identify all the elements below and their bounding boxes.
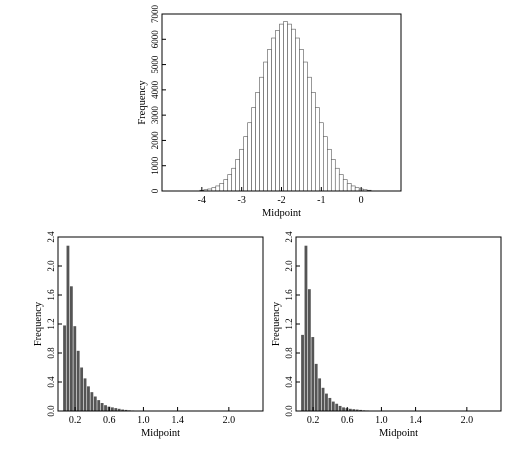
chart-bottom-left-bar	[76, 350, 80, 411]
chart-bottom-right-bar	[307, 289, 311, 411]
chart-top-bars	[199, 21, 372, 192]
chart-bottom-right-bar	[321, 387, 325, 411]
chart-bottom-left-xticks: 0.2 0.6 1.0 1.4 2.0	[69, 407, 235, 426]
chart-bottom-right-bar	[359, 409, 363, 411]
chart-bottom-left-bar	[114, 408, 118, 411]
chart-top-yticks: 0 1000 2000 3000 4000 5000 6000 7000	[150, 5, 166, 193]
chart-top-ytick-label: 0	[150, 188, 160, 193]
chart-bottom-right-bar	[318, 378, 322, 412]
chart-top-xtick-label: -3	[237, 195, 245, 206]
chart-bottom-left-bar	[73, 326, 77, 411]
chart-bottom-right-xtick-label: 0.2	[307, 415, 320, 426]
chart-top-ytick-label: 1000	[150, 156, 160, 175]
chart-bottom-left-ylabel: Frequency	[33, 301, 44, 346]
chart-bottom-left-bars	[63, 245, 145, 412]
chart-bottom-left-ytick-label: 0.0	[46, 405, 56, 417]
chart-bottom-right-ytick-label: 1.2	[284, 318, 294, 329]
chart-bottom-left-bar	[87, 386, 90, 411]
chart-bottom-left-bar	[80, 367, 84, 411]
chart-top-xtick-label: -2	[277, 195, 285, 206]
chart-bottom-left-ytick-label: 0.8	[46, 347, 56, 359]
chart-bottom-left-ytick-label: 1.6	[46, 289, 56, 301]
chart-bottom-left-bar	[121, 409, 125, 411]
chart-bottom-left-xtick-label: 2.0	[223, 415, 236, 426]
chart-bottom-right-bar	[342, 407, 345, 412]
chart-bottom-left-bar	[66, 245, 70, 411]
chart-bottom-right-bar	[348, 408, 352, 411]
chart-bottom-right-bar	[311, 337, 315, 411]
chart-bottom-left-bar	[69, 286, 73, 411]
chart-top-ylabel: Frequency	[137, 80, 148, 125]
chart-bottom-left-bar	[124, 409, 128, 411]
chart-top-xticks: -4 -3 -2 -1 0	[198, 187, 364, 206]
chart-bottom-left-bar	[117, 408, 121, 411]
chart-bottom-right-xtick-label: 1.4	[409, 415, 422, 426]
chart-bottom-left-bar	[110, 407, 114, 412]
chart-top-xtick-label: 0	[359, 195, 364, 206]
chart-top-ytick-label: 2000	[150, 131, 160, 150]
chart-top-ytick-label: 4000	[150, 80, 160, 99]
chart-bottom-left-bar	[90, 392, 94, 411]
chart-bottom-right-yticks: 0.0 0.4 0.8 1.2 1.6 2.0 2.4	[284, 231, 300, 417]
chart-bottom-left-bar	[93, 396, 97, 411]
chart-top-ytick-label: 7000	[150, 5, 160, 24]
chart-bottom-right-xtick-label: 1.0	[375, 415, 388, 426]
chart-bottom-left-bar	[100, 403, 104, 411]
chart-bottom-right-bar	[355, 409, 359, 411]
chart-bottom-left-xtick-label: 1.4	[171, 415, 184, 426]
chart-bottom-right-xtick-label: 0.6	[341, 415, 354, 426]
chart-bottom-right-bar	[338, 405, 342, 411]
chart-top-xtick-label: -4	[198, 195, 206, 206]
chart-top-xlabel: Midpoint	[262, 208, 301, 219]
chart-bottom-right-bar	[328, 397, 332, 411]
chart-bottom-left-xtick-label: 0.6	[103, 415, 116, 426]
chart-bottom-right-ytick-label: 2.4	[284, 231, 294, 243]
chart-bottom-left-bar	[63, 325, 66, 411]
chart-bottom-right-bar	[314, 363, 318, 412]
chart-bottom-left-ytick-label: 1.2	[46, 318, 56, 329]
chart-bottom-right-bar	[331, 401, 335, 411]
chart-bottom-right-xtick-label: 2.0	[461, 415, 474, 426]
chart-bottom-right-ytick-label: 0.4	[284, 376, 294, 388]
chart-bottom-right-ytick-label: 2.0	[284, 260, 294, 272]
chart-bottom-right-ytick-label: 1.6	[284, 289, 294, 301]
chart-bottom-left-bar	[104, 405, 107, 411]
chart-bottom-right-bar	[304, 245, 308, 411]
chart-bottom-left-yticks: 0.0 0.4 0.8 1.2 1.6 2.0 2.4	[46, 231, 62, 417]
chart-bottom-right-ytick-label: 0.0	[284, 405, 294, 417]
chart-bottom-left-xtick-label: 1.0	[137, 415, 150, 426]
chart-bottom-left-bar	[83, 378, 87, 412]
chart-bottom-right-xlabel: Midpoint	[379, 428, 418, 439]
chart-bottom-right-xticks: 0.2 0.6 1.0 1.4 2.0	[307, 407, 473, 426]
chart-bottom-left-ytick-label: 2.0	[46, 260, 56, 272]
chart-bottom-right-bar	[325, 393, 328, 411]
chart-bottom-right-bar	[335, 403, 339, 411]
chart-top-ytick-label: 6000	[150, 30, 160, 49]
chart-top-ytick-label: 3000	[150, 106, 160, 125]
chart-bottom-left-bar	[97, 400, 101, 412]
chart-bottom-right-ytick-label: 0.8	[284, 347, 294, 359]
chart-bottom-left-xtick-label: 0.2	[69, 415, 82, 426]
chart-bottom-right-ylabel: Frequency	[271, 301, 282, 346]
chart-top-ytick-label: 5000	[150, 55, 160, 74]
chart-bottom-right-frame	[295, 236, 502, 412]
chart-bottom-left-xlabel: Midpoint	[141, 428, 180, 439]
chart-bottom-right-bar	[301, 334, 304, 412]
chart-bottom-right-bars	[301, 245, 383, 412]
chart-bottom-left-ytick-label: 0.4	[46, 376, 56, 388]
chart-top-xtick-label: -1	[317, 195, 325, 206]
chart-bottom-right-bar	[352, 409, 356, 411]
chart-bottom-left-ytick-label: 2.4	[46, 231, 56, 243]
